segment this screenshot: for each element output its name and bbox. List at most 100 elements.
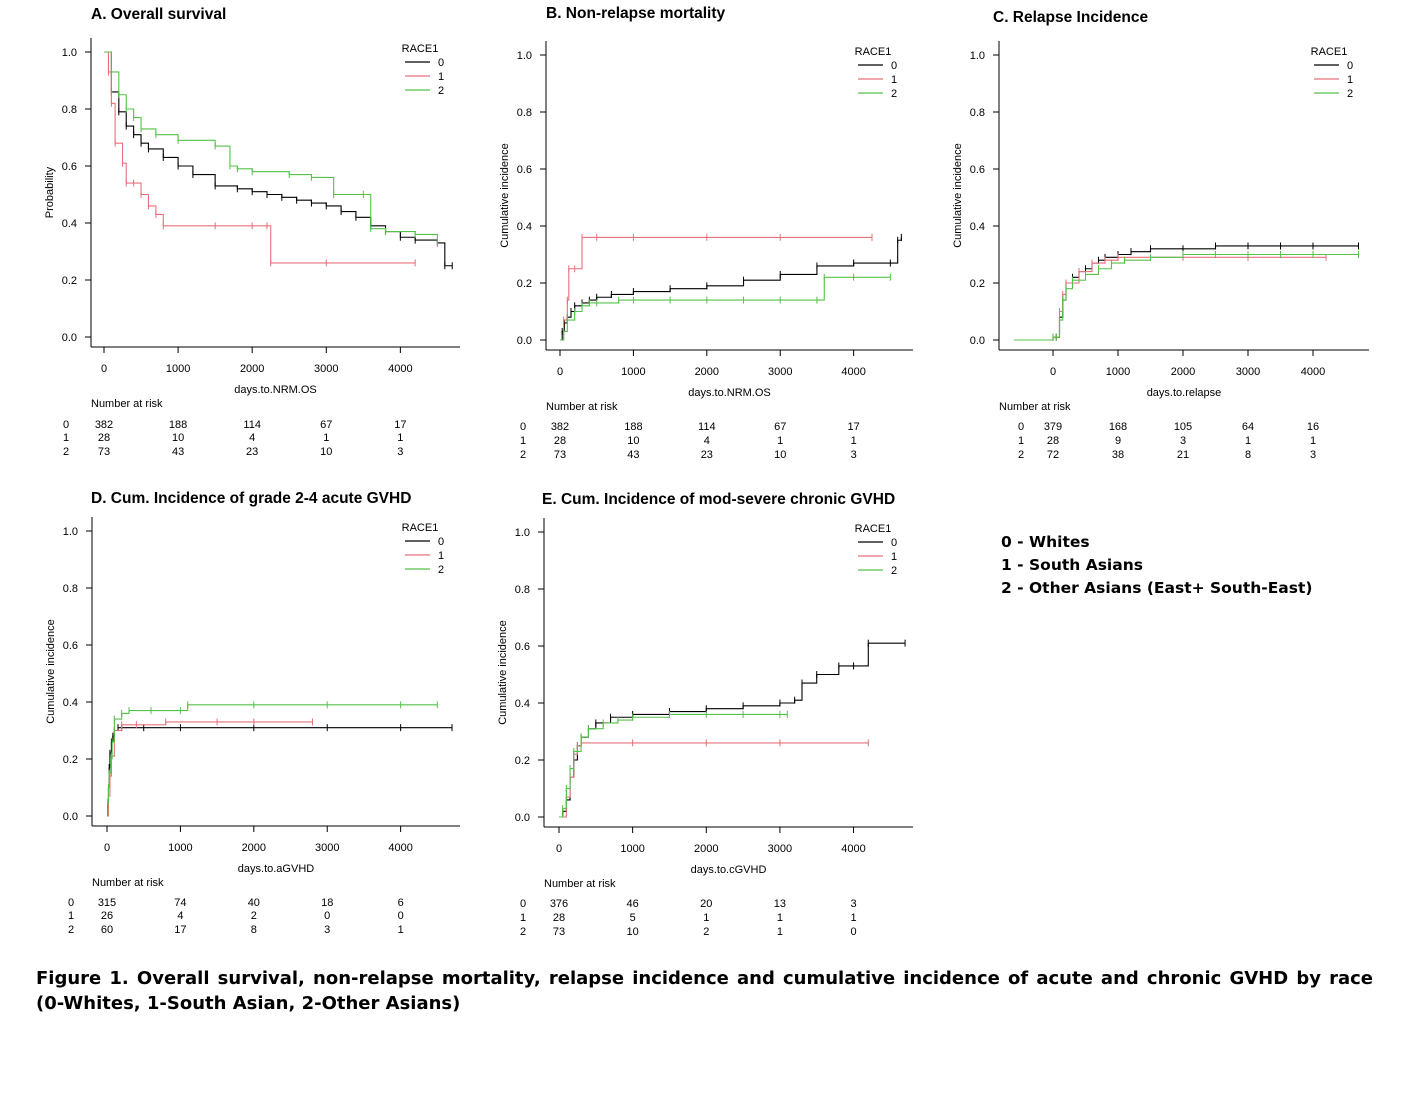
y-tick-label: 0.0 bbox=[515, 812, 530, 824]
legend-title: RACE1 bbox=[1311, 46, 1348, 58]
legend-label-1: 1 bbox=[438, 71, 444, 83]
risk-count: 73 bbox=[554, 449, 566, 461]
risk-row-label: 1 bbox=[68, 910, 74, 922]
risk-count: 23 bbox=[701, 449, 713, 461]
risk-count: 8 bbox=[251, 924, 257, 936]
risk-count: 3 bbox=[851, 449, 857, 461]
y-tick-label: 1.0 bbox=[517, 50, 532, 62]
risk-row-label: 0 bbox=[63, 419, 69, 431]
risk-count: 26 bbox=[101, 910, 113, 922]
series-line-0 bbox=[107, 727, 453, 817]
y-tick-label: 0.8 bbox=[515, 584, 530, 596]
legend-label-0: 0 bbox=[1347, 60, 1353, 72]
y-tick-label: 0.2 bbox=[63, 754, 78, 766]
legend-label-2: 2 bbox=[891, 88, 897, 100]
x-tick-label: 3000 bbox=[1236, 366, 1260, 378]
risk-row-label: 2 bbox=[63, 446, 69, 458]
series-line-0 bbox=[104, 51, 453, 267]
risk-count: 28 bbox=[553, 912, 565, 924]
legend-key-race2: 2 - Other Asians (East+ South-East) bbox=[1001, 579, 1313, 597]
series-line-2 bbox=[559, 713, 788, 818]
risk-count: 188 bbox=[624, 421, 642, 433]
risk-count: 60 bbox=[101, 924, 113, 936]
x-tick-label: 4000 bbox=[388, 363, 412, 375]
risk-count: 9 bbox=[1115, 435, 1121, 447]
legend-label-1: 1 bbox=[891, 551, 897, 563]
panel-E: E. Cum. Incidence of mod-severe chronic … bbox=[497, 491, 913, 938]
risk-row-label: 0 bbox=[68, 897, 74, 909]
risk-row-label: 1 bbox=[520, 912, 526, 924]
risk-count: 3 bbox=[324, 924, 330, 936]
risk-count: 16 bbox=[1307, 421, 1319, 433]
x-tick-label: 1000 bbox=[620, 843, 644, 855]
risk-count: 3 bbox=[1180, 435, 1186, 447]
race-legend-key: 0 - Whites 1 - South Asians 2 - Other As… bbox=[1001, 531, 1312, 600]
risk-count: 10 bbox=[774, 449, 786, 461]
series-line-1 bbox=[559, 742, 869, 818]
y-tick-label: 0.4 bbox=[63, 697, 78, 709]
risk-count: 43 bbox=[172, 446, 184, 458]
risk-count: 10 bbox=[627, 926, 639, 938]
series-line-1 bbox=[1014, 256, 1326, 341]
risk-row-label: 0 bbox=[1018, 421, 1024, 433]
legend-label-1: 1 bbox=[438, 550, 444, 562]
y-tick-label: 0.6 bbox=[62, 161, 77, 173]
x-tick-label: 1000 bbox=[166, 363, 190, 375]
risk-count: 2 bbox=[703, 926, 709, 938]
risk-count: 114 bbox=[243, 419, 261, 431]
risk-count: 1 bbox=[323, 432, 329, 444]
legend-title: RACE1 bbox=[402, 522, 439, 534]
risk-row-label: 1 bbox=[63, 432, 69, 444]
y-axis-label: Cumulative incidence bbox=[952, 143, 964, 248]
risk-table-label: Number at risk bbox=[546, 401, 618, 413]
y-tick-label: 0.8 bbox=[62, 104, 77, 116]
panel-B: B. Non-relapse mortality 0.0 0.2 0.4 0.6 0.8 1… bbox=[499, 5, 913, 461]
risk-count: 1 bbox=[397, 432, 403, 444]
legend-label-2: 2 bbox=[1347, 88, 1353, 100]
risk-count: 379 bbox=[1044, 421, 1062, 433]
risk-count: 1 bbox=[850, 912, 856, 924]
risk-count: 1 bbox=[777, 912, 783, 924]
risk-count: 17 bbox=[174, 924, 186, 936]
legend-label-2: 2 bbox=[891, 565, 897, 577]
x-tick-label: 0 bbox=[1050, 366, 1056, 378]
y-tick-label: 1.0 bbox=[515, 527, 530, 539]
risk-count: 18 bbox=[321, 897, 333, 909]
y-tick-label: 1.0 bbox=[62, 47, 77, 59]
risk-count: 40 bbox=[248, 897, 260, 909]
risk-row-label: 0 bbox=[520, 421, 526, 433]
risk-table-label: Number at risk bbox=[91, 398, 163, 410]
risk-row-label: 2 bbox=[1018, 449, 1024, 461]
series-line-0 bbox=[560, 237, 902, 341]
y-axis-label: Cumulative incidence bbox=[499, 143, 511, 248]
x-tick-label: 1000 bbox=[621, 366, 645, 378]
risk-count: 105 bbox=[1174, 421, 1192, 433]
series-line-2 bbox=[104, 51, 438, 243]
legend-label-1: 1 bbox=[891, 74, 897, 86]
y-tick-label: 0.8 bbox=[63, 583, 78, 595]
risk-count: 73 bbox=[553, 926, 565, 938]
legend-key-race0: 0 - Whites bbox=[1001, 533, 1090, 551]
x-tick-label: 0 bbox=[104, 842, 110, 854]
x-axis-label: days.to.aGVHD bbox=[238, 863, 314, 875]
risk-count: 6 bbox=[398, 897, 404, 909]
figure-caption: Figure 1. Overall survival, non-relapse … bbox=[36, 968, 1373, 1014]
x-tick-label: 0 bbox=[101, 363, 107, 375]
risk-count: 20 bbox=[700, 898, 712, 910]
series-line-2 bbox=[1014, 253, 1359, 341]
y-tick-label: 0.0 bbox=[517, 335, 532, 347]
risk-count: 28 bbox=[1047, 435, 1059, 447]
x-tick-label: 4000 bbox=[841, 366, 865, 378]
y-axis-label: Cumulative incidence bbox=[497, 620, 509, 725]
risk-count: 382 bbox=[95, 419, 113, 431]
y-tick-label: 0.4 bbox=[517, 221, 532, 233]
x-tick-label: 4000 bbox=[388, 842, 412, 854]
risk-count: 114 bbox=[698, 421, 716, 433]
risk-count: 17 bbox=[848, 421, 860, 433]
risk-count: 1 bbox=[777, 926, 783, 938]
x-tick-label: 0 bbox=[557, 366, 563, 378]
y-tick-label: 0.6 bbox=[63, 640, 78, 652]
x-tick-label: 4000 bbox=[841, 843, 865, 855]
